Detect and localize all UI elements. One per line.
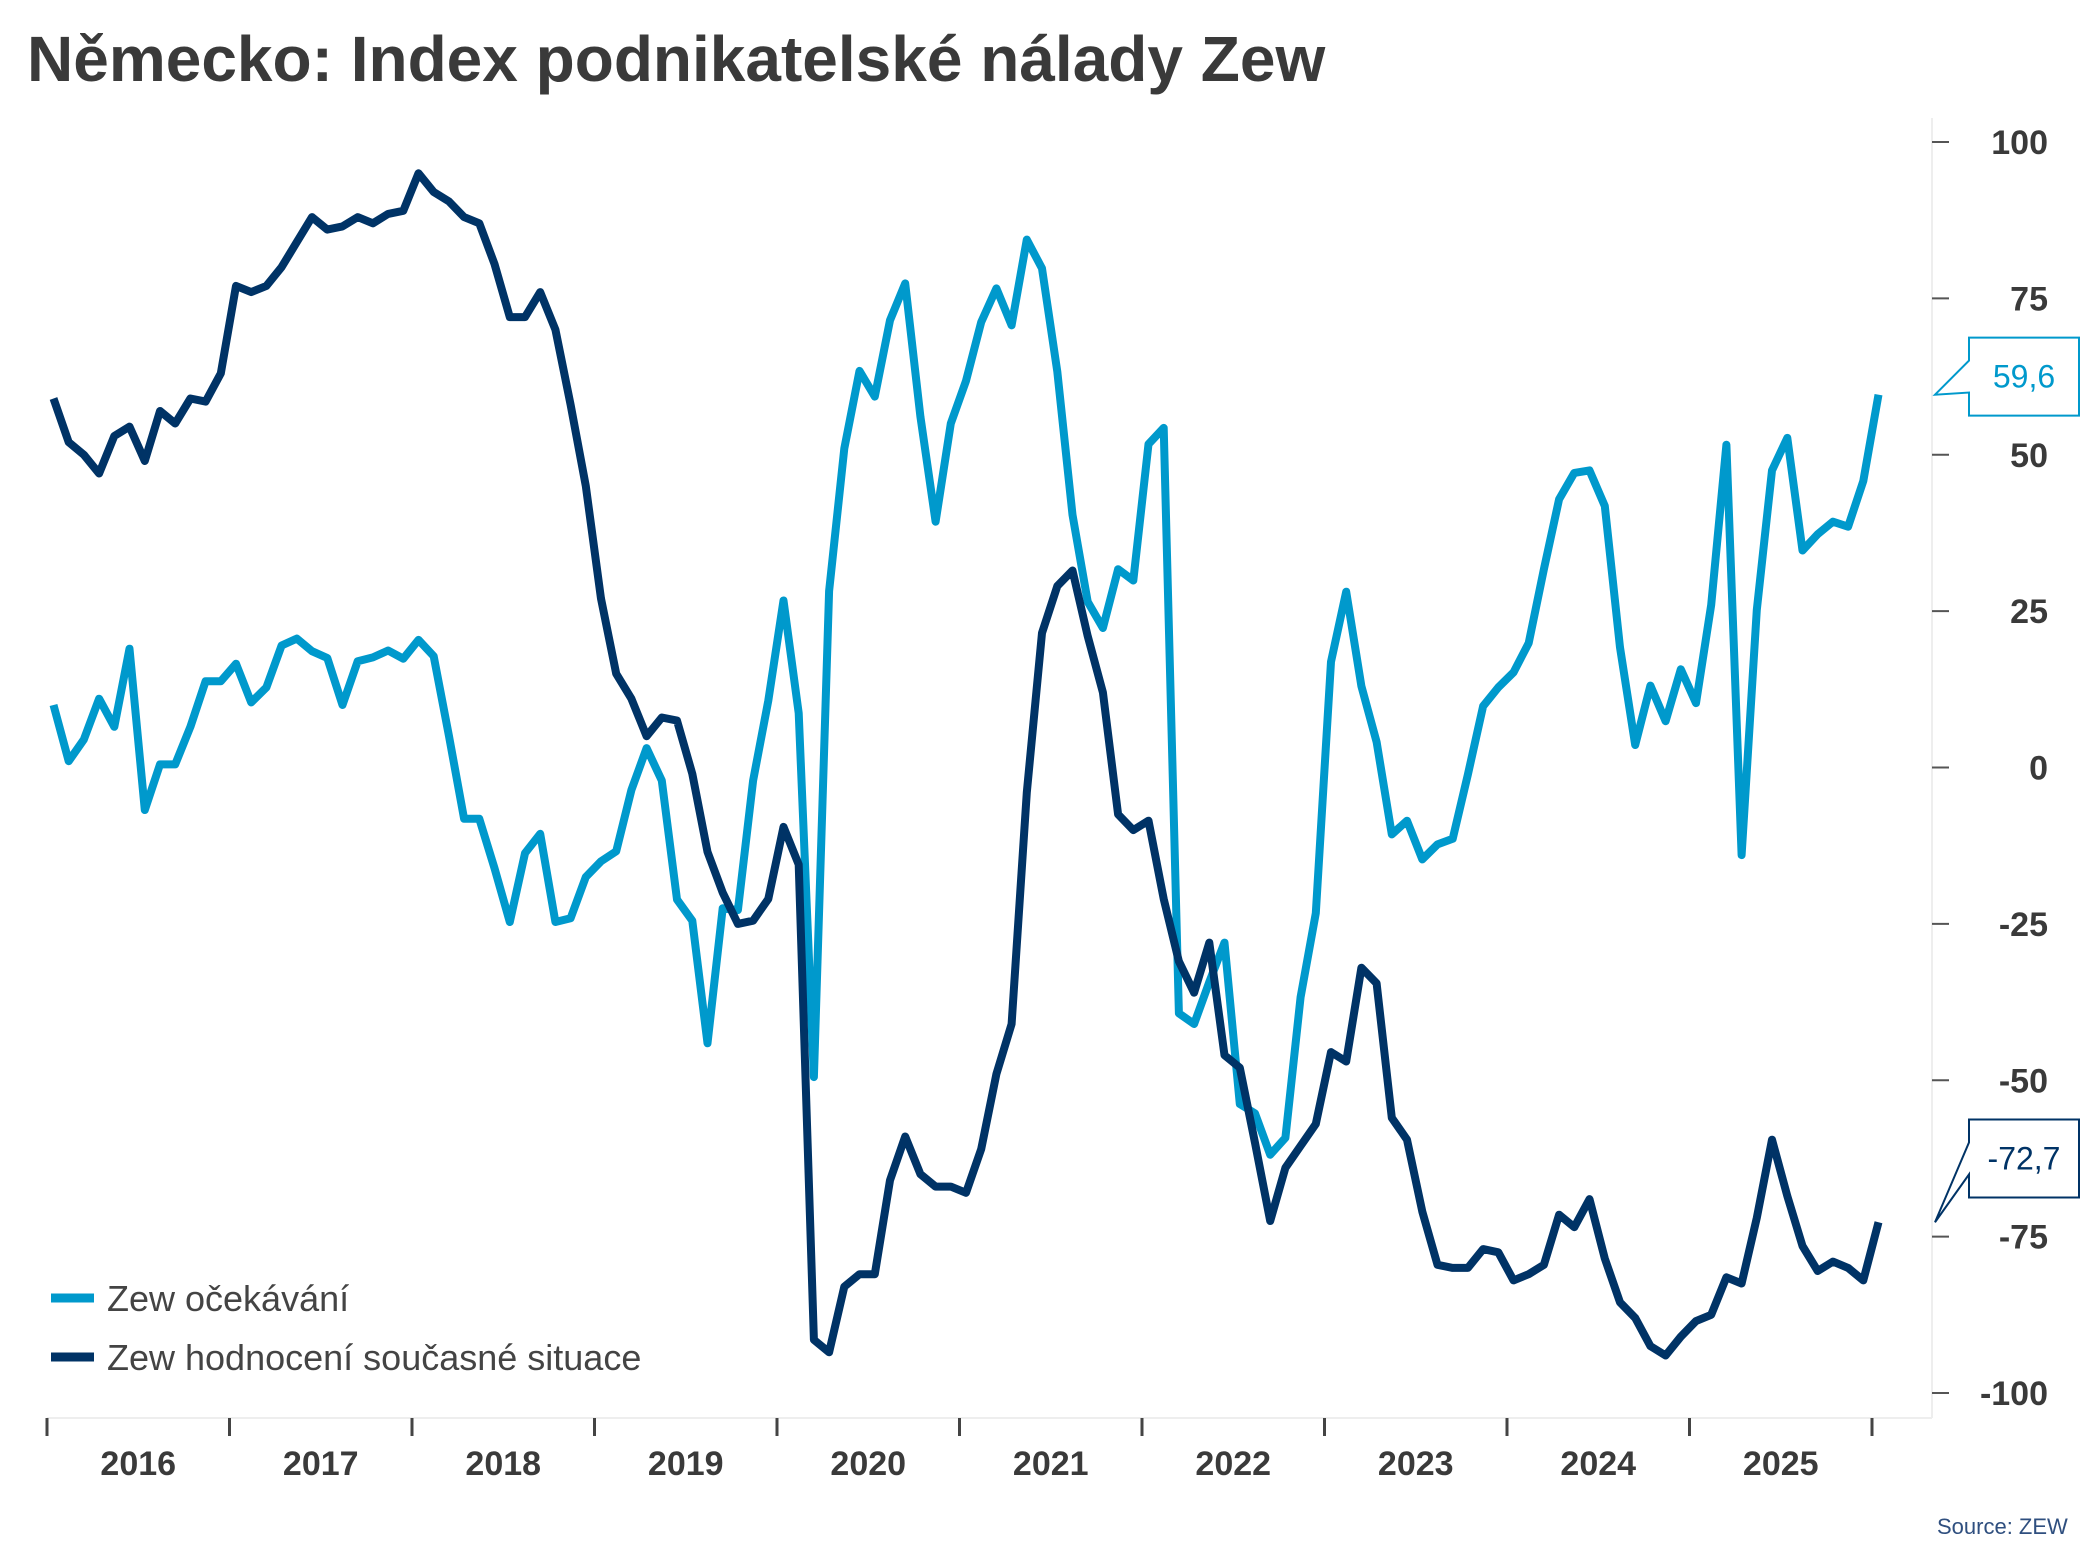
last-value-label: -72,7 — [1988, 1140, 2061, 1176]
x-tick-label: 2024 — [1560, 1445, 1636, 1483]
legend-label-expectations: Zew očekávání — [107, 1278, 349, 1319]
y-tick-label: -25 — [1999, 906, 2048, 944]
y-tick-label: -50 — [1999, 1062, 2048, 1100]
series-lines — [49, 169, 1883, 1360]
legend-label-current: Zew hodnocení současné situace — [107, 1337, 641, 1378]
y-axis-ticks: 100 75 50 25 0 -25 -50 -75 -100 — [1932, 124, 2048, 1413]
last-value-callouts: 59,6 -72,7 — [1932, 336, 2080, 1223]
source-note: Source: ZEW — [1937, 1514, 2068, 1539]
x-tick-label: 2019 — [648, 1445, 724, 1483]
y-tick-label: -100 — [1980, 1375, 2048, 1413]
x-axis-ticks: 2016 2017 2018 2019 2020 2021 2022 2023 2024 2025 — [45, 1418, 1874, 1483]
x-tick-label: 2025 — [1743, 1445, 1819, 1483]
callout-box — [1932, 336, 2080, 417]
x-tick-label: 2021 — [1013, 1445, 1089, 1483]
y-tick-label: 0 — [2029, 750, 2048, 788]
legend: Zew očekávání Zew hodnocení současné sit… — [51, 1278, 641, 1378]
x-tick-label: 2017 — [283, 1445, 359, 1483]
x-tick-label: 2022 — [1195, 1445, 1271, 1483]
x-tick-label: 2018 — [465, 1445, 541, 1483]
chart-title: Německo: Index podnikatelské nálady Zew — [27, 23, 1326, 95]
y-tick-label: -75 — [1999, 1219, 2048, 1257]
y-tick-label: 100 — [1991, 124, 2048, 162]
series-line-expectations — [49, 235, 1883, 1159]
y-tick-label: 25 — [2010, 593, 2048, 631]
y-tick-label: 75 — [2010, 280, 2048, 318]
x-tick-label: 2020 — [830, 1445, 906, 1483]
last-value-label: 59,6 — [1993, 359, 2055, 395]
x-tick-label: 2023 — [1378, 1445, 1454, 1483]
y-tick-label: 50 — [2010, 437, 2048, 475]
series-line-current — [49, 169, 1883, 1360]
x-tick-label: 2016 — [100, 1445, 176, 1483]
callout-box — [1934, 1118, 2080, 1223]
